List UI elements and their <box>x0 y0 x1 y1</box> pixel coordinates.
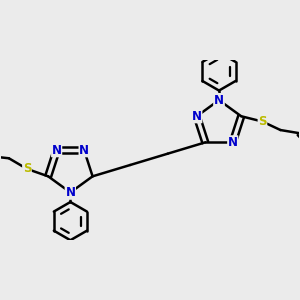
Text: N: N <box>192 110 202 123</box>
Text: S: S <box>258 115 267 128</box>
Text: S: S <box>23 162 31 176</box>
Text: N: N <box>214 94 224 106</box>
Text: N: N <box>79 144 89 157</box>
Text: N: N <box>214 94 224 106</box>
Text: N: N <box>52 144 62 157</box>
Text: N: N <box>228 136 238 149</box>
Text: N: N <box>65 186 75 199</box>
Text: N: N <box>65 186 75 199</box>
